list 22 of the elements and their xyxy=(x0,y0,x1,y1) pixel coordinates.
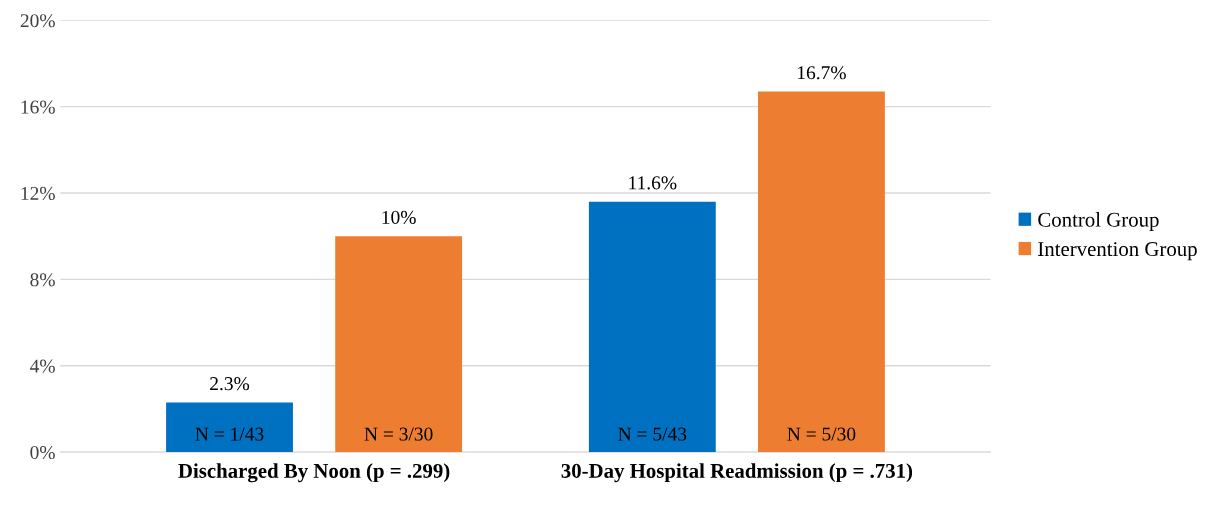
legend-label: Control Group xyxy=(1038,212,1159,232)
y-tick-label: 20% xyxy=(20,14,55,28)
annotation: N = 3/30 xyxy=(364,427,433,441)
x-tick-label: 30-Day Hospital Readmission (p = .731) xyxy=(561,463,913,483)
bar xyxy=(588,201,716,453)
data-label: 2.3% xyxy=(210,377,250,391)
y-tick-label: 8% xyxy=(30,273,55,287)
annotation: N = 5/43 xyxy=(618,427,687,441)
data-label: 10% xyxy=(382,210,416,224)
bar xyxy=(166,402,293,453)
data-label: 16.7% xyxy=(798,66,846,80)
bar xyxy=(335,236,463,453)
y-tick-label: 16% xyxy=(21,100,55,114)
bar xyxy=(758,91,885,453)
data-label: 11.6% xyxy=(629,176,677,190)
x-tick-label: Discharged By Noon (p = .299) xyxy=(178,463,450,483)
legend-label: Intervention Group xyxy=(1038,242,1197,261)
annotation: N = 1/43 xyxy=(195,427,264,441)
annotation: N = 5/30 xyxy=(787,427,856,441)
y-tick-label: 0% xyxy=(30,445,55,460)
y-tick-label: 12% xyxy=(21,186,55,201)
y-tick-label: 4% xyxy=(30,359,55,373)
